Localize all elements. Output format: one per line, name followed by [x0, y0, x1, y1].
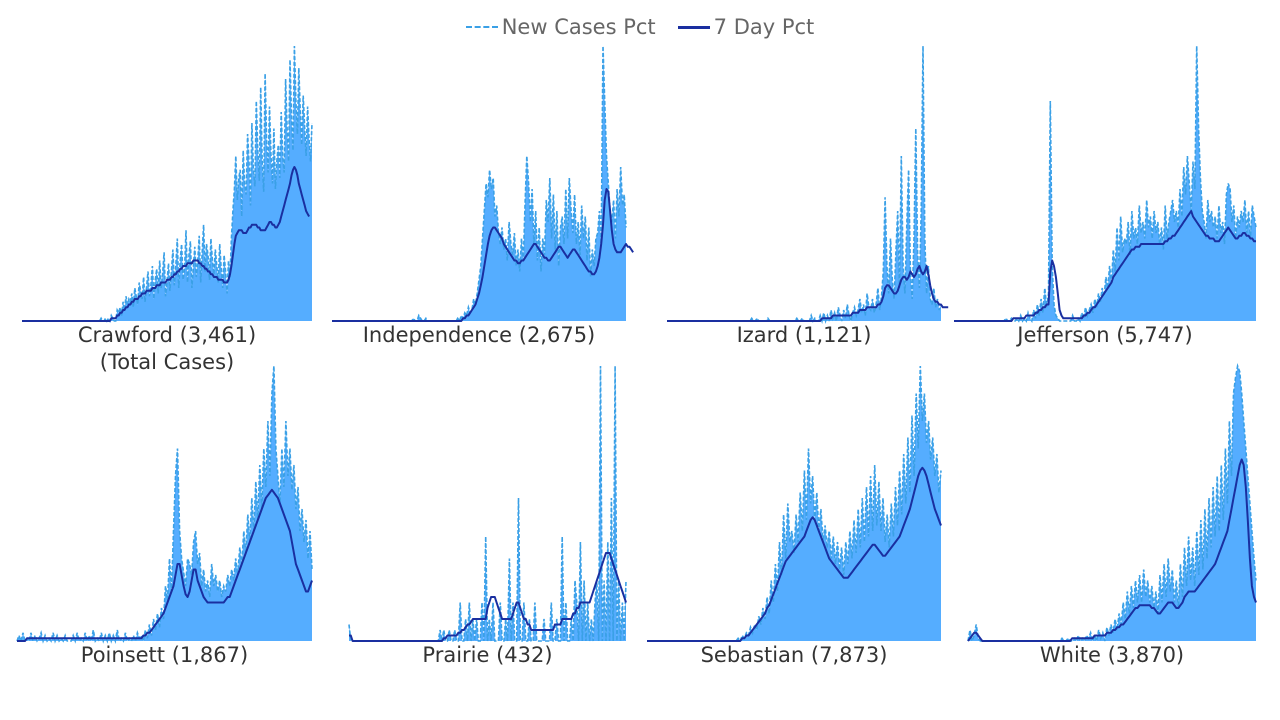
new-cases-area-independence: [332, 46, 626, 321]
legend-label-new-cases: New Cases Pct: [501, 15, 656, 39]
seven-day-line-prairie: [349, 552, 627, 642]
seven-day-line-poinsett: [17, 488, 313, 642]
new-cases-area-sebastian: [647, 366, 941, 641]
panel-title-text-poinsett: Poinsett (1,867): [80, 643, 249, 667]
new-cases-line-izard: [667, 45, 942, 325]
panel-title-text-crawford: Crawford (3,461): [77, 323, 257, 347]
panel-poinsett: [16, 365, 313, 645]
panel-title-independence: Independence (2,675): [312, 322, 646, 349]
new-cases-line-prairie: [348, 365, 627, 642]
panel-jefferson: [954, 45, 1257, 324]
panel-title-text-sebastian: Sebastian (7,873): [700, 643, 888, 667]
legend-item-new-cases[interactable]: New Cases Pct: [465, 15, 656, 39]
panel-independence: [332, 45, 634, 323]
seven-day-line-white: [967, 458, 1257, 642]
chart-legend: New Cases Pct 7 Day Pct: [0, 12, 1280, 42]
panel-title-prairie: Prairie (432): [329, 642, 646, 669]
seven-day-line-independence: [332, 188, 634, 322]
panel-title-poinsett: Poinsett (1,867): [0, 642, 332, 669]
panel-subtitle-crawford: (Total Cases): [99, 350, 235, 374]
panel-title-izard: Izard (1,121): [647, 322, 961, 349]
dashed-line-swatch: [465, 26, 498, 28]
panel-title-text-jefferson: Jefferson (5,747): [1017, 323, 1193, 347]
panel-sebastian: [647, 365, 942, 643]
solid-line-swatch: [677, 25, 710, 29]
seven-day-line-izard: [667, 265, 949, 322]
panel-crawford: [22, 45, 313, 324]
panel-white: [967, 363, 1257, 645]
panel-title-sebastian: Sebastian (7,873): [627, 642, 961, 669]
panel-izard: [667, 45, 949, 325]
legend-item-7-day[interactable]: 7 Day Pct: [677, 15, 815, 39]
seven-day-line-sebastian: [647, 466, 942, 642]
panel-title-jefferson: Jefferson (5,747): [934, 322, 1276, 349]
panel-title-text-prairie: Prairie (432): [422, 643, 553, 667]
panel-title-text-izard: Izard (1,121): [736, 323, 872, 347]
new-cases-area-izard: [667, 46, 941, 321]
seven-day-line-jefferson: [954, 210, 1256, 322]
seven-day-line-crawford: [22, 166, 310, 322]
panel-prairie: [348, 365, 627, 642]
panel-title-text-white: White (3,870): [1039, 643, 1185, 667]
panel-title-crawford: Crawford (3,461) (Total Cases): [2, 322, 332, 376]
new-cases-area-crawford: [22, 46, 312, 321]
panel-title-white: White (3,870): [948, 642, 1276, 669]
legend-label-7-day: 7 Day Pct: [713, 15, 815, 39]
panel-title-text-independence: Independence (2,675): [362, 323, 596, 347]
new-cases-area-jefferson: [954, 46, 1256, 321]
